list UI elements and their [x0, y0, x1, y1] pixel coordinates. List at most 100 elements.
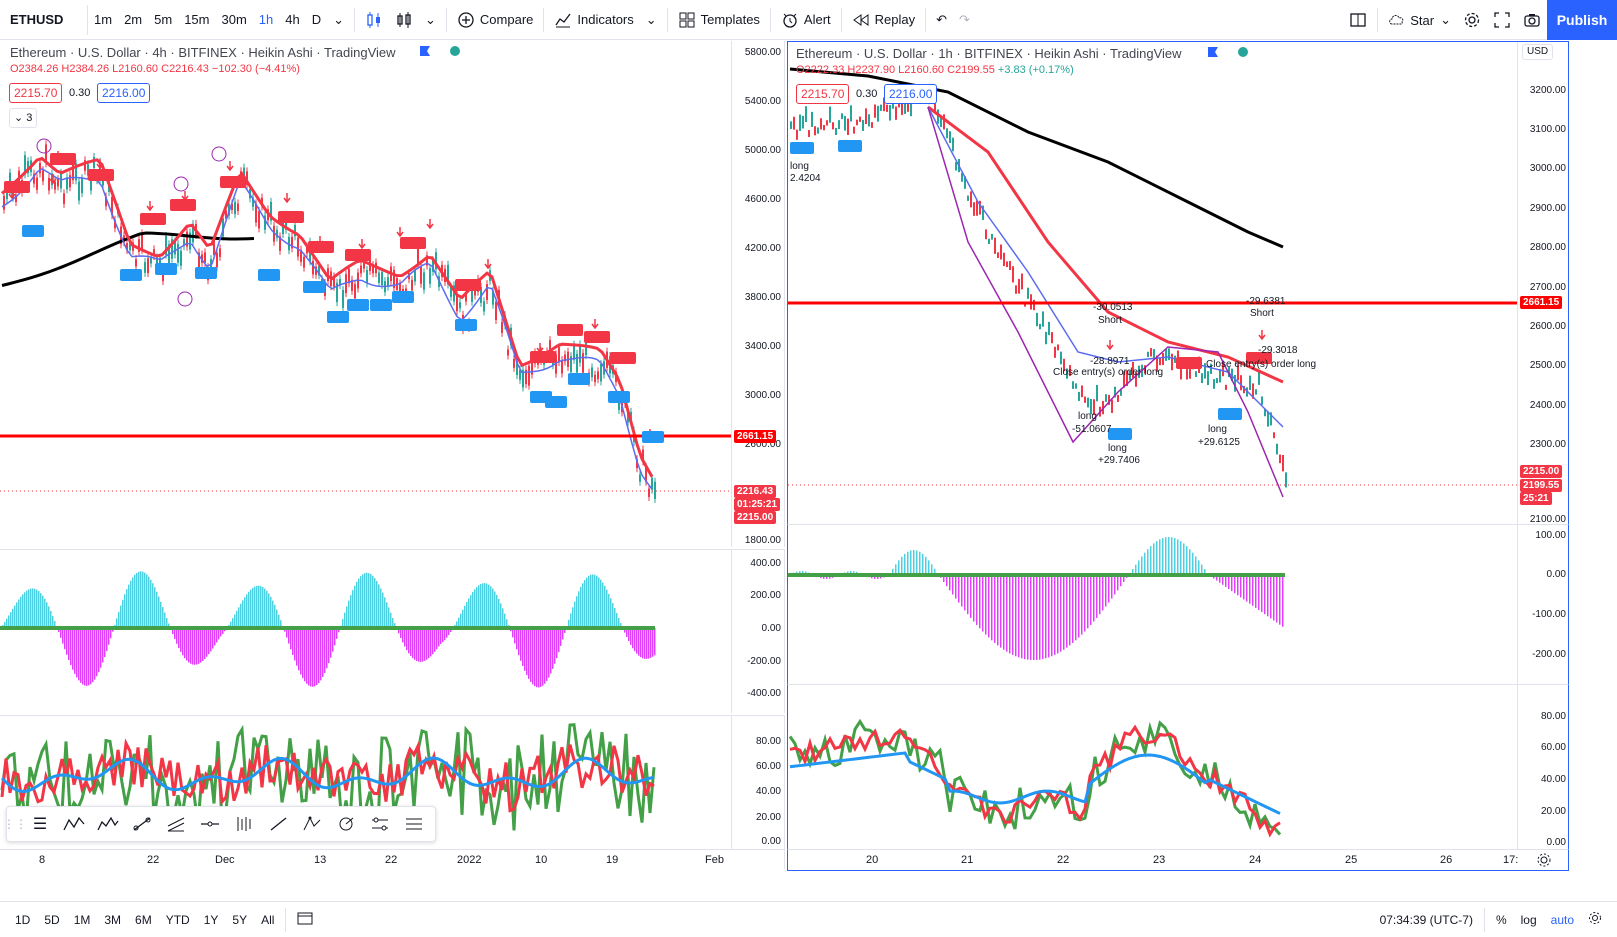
left-indicator-toggle[interactable]: ⌄ 3 — [9, 108, 38, 128]
camera-icon[interactable] — [1517, 5, 1547, 35]
pitchfork-icon[interactable] — [295, 809, 329, 839]
indicators-chevron-icon[interactable]: ⌄ — [645, 11, 657, 27]
right-chart-main-pane[interactable]: -30.0513 Short -29.6381 Short -28.8971 Close … — [787, 41, 1569, 525]
alarm-clock-icon — [783, 13, 797, 28]
bar-style-icon[interactable] — [359, 5, 389, 35]
range-ytd[interactable]: YTD — [165, 912, 190, 927]
candle-body — [585, 340, 587, 356]
left-buy-price[interactable]: 2216.00 — [97, 83, 151, 103]
candle-body — [1279, 454, 1281, 464]
fib-icon[interactable] — [397, 809, 431, 839]
range-1y[interactable]: 1Y — [203, 912, 219, 927]
drag-handle-icon[interactable]: ⋮⋮ — [3, 817, 27, 831]
interval-dropdown-chevron-icon[interactable]: ⌄ — [333, 11, 345, 27]
measure-icon[interactable] — [363, 809, 397, 839]
macd-histogram-bar — [550, 628, 552, 674]
range-5y[interactable]: 5Y — [232, 912, 248, 927]
macd-histogram-bar — [238, 607, 240, 628]
channel-icon[interactable] — [159, 809, 193, 839]
right-sell-price[interactable]: 2215.70 — [796, 84, 850, 104]
interval-5m[interactable]: 5m — [154, 12, 173, 27]
indicators-button[interactable]: Indicators — [548, 5, 639, 35]
interval-30m[interactable]: 30m — [221, 12, 247, 27]
clock-display[interactable]: 07:34:39 (UTC-7) — [1379, 912, 1473, 927]
interval-d[interactable]: D — [311, 12, 322, 27]
right-macd-axis[interactable]: 100.00 0.00 -100.00 -200.00 — [1517, 525, 1568, 684]
star-button[interactable]: Star ⌄ — [1382, 5, 1457, 35]
undo-icon[interactable]: ↶ — [936, 11, 948, 27]
elliott-wave-icon[interactable] — [91, 809, 125, 839]
settings-gear-icon[interactable] — [1457, 5, 1487, 35]
macd-histogram-bar — [180, 628, 182, 652]
right-buy-price[interactable]: 2216.00 — [884, 84, 938, 104]
symbol-search[interactable]: ETHUSD — [4, 4, 88, 35]
horizontal-line-icon[interactable] — [193, 809, 227, 839]
macd-histogram-bar — [186, 628, 188, 661]
interval-2m[interactable]: 2m — [124, 12, 143, 27]
macd-histogram-bar — [430, 628, 432, 657]
currency-selector[interactable]: USD — [1522, 44, 1554, 60]
flag-icon[interactable] — [420, 46, 430, 56]
date-range-icon[interactable] — [290, 911, 320, 928]
right-macd-pane[interactable]: 100.00 0.00 -100.00 -200.00 — [787, 525, 1569, 685]
time-tick: 10 — [535, 854, 548, 866]
interval-1m[interactable]: 1m — [94, 12, 113, 27]
publish-button[interactable]: Publish — [1547, 0, 1617, 40]
range-1m[interactable]: 1M — [73, 912, 91, 927]
fullscreen-icon[interactable] — [1487, 5, 1517, 35]
macd-histogram-bar — [280, 620, 282, 628]
auto-toggle[interactable]: auto — [1550, 912, 1574, 927]
time-tick: 25 — [1345, 854, 1358, 866]
candle-style-icon[interactable] — [389, 5, 419, 35]
trendline-icon[interactable] — [125, 809, 159, 839]
candle-body — [171, 239, 173, 259]
log-toggle[interactable]: log — [1520, 912, 1537, 927]
ray-icon[interactable] — [261, 809, 295, 839]
chart-type-chevron-icon[interactable]: ⌄ — [425, 11, 436, 27]
candle-body — [1276, 443, 1278, 455]
range-all[interactable]: All — [261, 912, 275, 927]
percent-toggle[interactable]: % — [1495, 912, 1507, 927]
range-3m[interactable]: 3M — [104, 912, 122, 927]
macd-histogram-bar — [1147, 549, 1149, 575]
replay-button[interactable]: Replay — [846, 5, 921, 35]
buy-signal-tag — [1218, 408, 1242, 420]
candle-body — [949, 131, 951, 144]
left-osc-axis[interactable]: 80.00 60.00 40.00 20.00 0.00 — [731, 716, 784, 849]
layout-icon[interactable] — [1343, 5, 1373, 35]
sell-signal-tag — [278, 211, 304, 223]
left-chart-main-pane[interactable]: Ethereum · U.S. Dollar · 4h · BITFINEX ·… — [0, 41, 785, 547]
candle-body — [636, 459, 638, 469]
alert-button[interactable]: Alert — [775, 5, 837, 35]
right-osc-axis[interactable]: 80.00 60.00 40.00 20.00 0.00 — [1517, 685, 1568, 849]
bars-pattern-icon[interactable] — [227, 809, 261, 839]
menu-lines-icon[interactable]: ☰ — [32, 816, 48, 833]
range-1d[interactable]: 1D — [15, 912, 31, 927]
left-sell-price[interactable]: 2215.70 — [9, 83, 63, 103]
macd-histogram-bar — [654, 628, 656, 656]
left-time-axis[interactable]: 8 22 Dec 13 22 2022 10 19 Feb — [0, 849, 785, 869]
interval-15m[interactable]: 15m — [184, 12, 210, 27]
range-5d[interactable]: 5D — [44, 912, 60, 927]
range-6m[interactable]: 6M — [135, 912, 152, 927]
interval-4h[interactable]: 4h — [285, 12, 300, 27]
left-price-axis[interactable]: 5800.00 5400.00 5000.00 4600.00 4200.00 … — [731, 41, 784, 547]
candle-body — [639, 474, 641, 482]
left-macd-pane[interactable]: 400.00 200.00 0.00 -200.00 -400.00 — [0, 549, 785, 713]
brush-icon[interactable] — [329, 809, 363, 839]
templates-button[interactable]: Templates — [672, 5, 766, 35]
right-oscillator-pane[interactable]: 80.00 60.00 40.00 20.00 0.00 — [787, 685, 1569, 849]
time-tick: 21 — [961, 854, 974, 866]
compare-button[interactable]: Compare — [451, 5, 539, 35]
macd-histogram-bar — [516, 628, 518, 650]
candle-body — [531, 362, 533, 375]
right-time-axis[interactable]: 20 21 22 23 24 25 26 17: — [787, 849, 1569, 871]
candle-body — [1213, 379, 1215, 389]
right-price-axis[interactable]: USD 3200.00 3100.00 3000.00 2900.00 2800… — [1517, 42, 1568, 524]
redo-icon[interactable]: ↷ — [959, 11, 970, 27]
interval-1h[interactable]: 1h — [258, 12, 274, 27]
macd-histogram-bar — [500, 603, 502, 628]
abc-pattern-icon[interactable] — [57, 809, 91, 839]
left-macd-axis[interactable]: 400.00 200.00 0.00 -200.00 -400.00 — [731, 550, 784, 713]
settings-gear-icon[interactable] — [1581, 911, 1609, 928]
